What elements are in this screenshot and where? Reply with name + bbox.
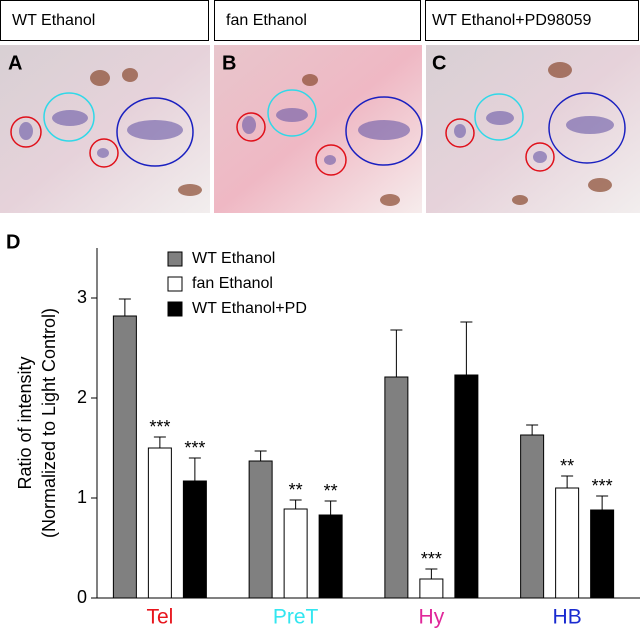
significance-label: *** xyxy=(592,476,613,496)
panel-title: fan Ethanol xyxy=(226,12,307,29)
y-axis-label: (Normalized to Light Control) xyxy=(39,308,59,538)
y-tick-label: 0 xyxy=(77,587,87,607)
x-tick-label: Tel xyxy=(146,606,173,629)
legend-label: WT Ethanol xyxy=(192,250,275,267)
significance-label: ** xyxy=(560,456,574,476)
bar xyxy=(384,376,409,599)
bar xyxy=(112,315,137,599)
panel-header xyxy=(425,0,639,41)
panel-letter: D xyxy=(6,231,20,253)
region-circles xyxy=(10,89,626,176)
photo-panels xyxy=(0,0,640,213)
x-tick-label: HB xyxy=(553,606,582,629)
bar xyxy=(555,487,580,599)
bar xyxy=(590,509,615,599)
bar xyxy=(283,508,308,599)
panel-letter: A xyxy=(8,52,22,74)
bar xyxy=(454,374,479,599)
legend-swatch xyxy=(167,276,183,292)
significance-label: ** xyxy=(289,480,303,500)
panel-header xyxy=(0,0,209,41)
bar xyxy=(182,480,207,599)
y-tick-label: 1 xyxy=(77,487,87,507)
significance-label: *** xyxy=(149,417,170,437)
significance-label: *** xyxy=(184,438,205,458)
y-tick-label: 2 xyxy=(77,387,87,407)
stain xyxy=(19,108,614,165)
panel-letter: B xyxy=(222,52,236,74)
legend-swatch xyxy=(167,301,183,317)
y-axis-label: Ratio of intensity xyxy=(15,356,35,489)
significance-label: ** xyxy=(324,481,338,501)
legend-label: WT Ethanol+PD xyxy=(192,300,307,317)
bar xyxy=(248,460,273,599)
legend-label: fan Ethanol xyxy=(192,275,273,292)
panel-title: WT Ethanol+PD98059 xyxy=(432,12,591,29)
panel-title: WT Ethanol xyxy=(12,12,95,29)
x-tick-label: PreT xyxy=(273,606,319,629)
y-tick-label: 3 xyxy=(77,287,87,307)
panel-header xyxy=(214,0,421,41)
panel-letter: C xyxy=(432,52,446,74)
legend-swatch xyxy=(167,251,183,267)
bar xyxy=(419,578,444,599)
significance-label: *** xyxy=(421,549,442,569)
bar xyxy=(520,434,545,599)
bar xyxy=(147,447,172,599)
x-tick-label: Hy xyxy=(419,606,445,629)
pigment xyxy=(90,62,612,206)
bar xyxy=(318,514,343,599)
